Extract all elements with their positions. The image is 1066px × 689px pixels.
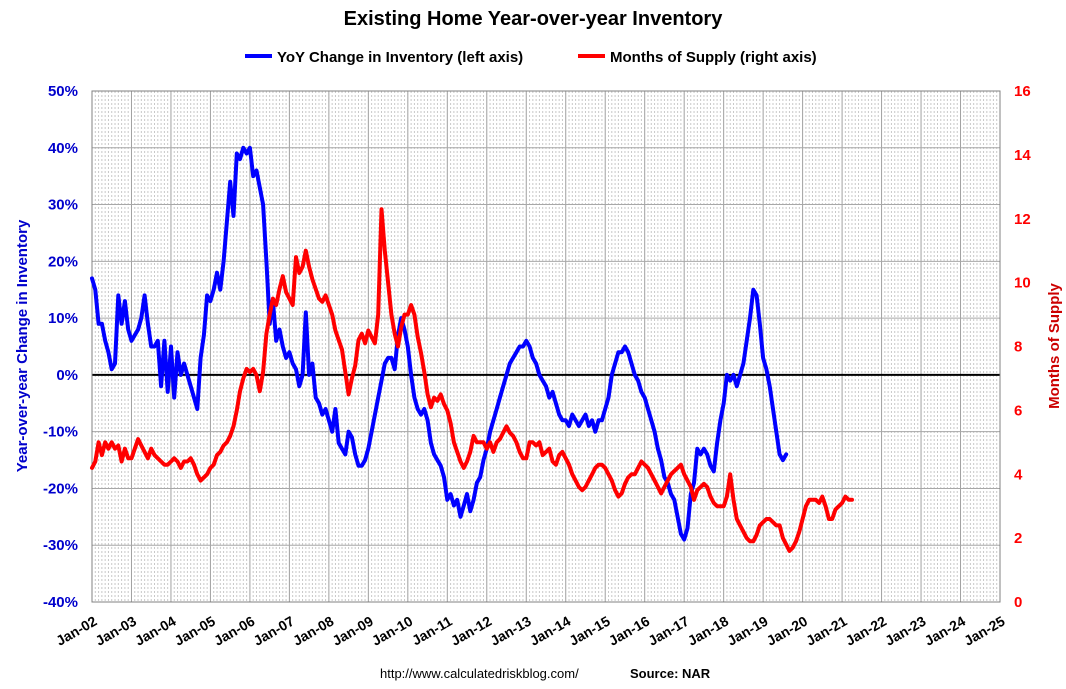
y-tick-right: 0: [1014, 594, 1022, 611]
y-tick-right: 14: [1014, 147, 1031, 164]
y-tick-right: 10: [1014, 275, 1031, 292]
x-tick-label: Jan-03: [93, 613, 140, 649]
x-tick-label: Jan-11: [409, 613, 455, 649]
plot-area-border: [91, 90, 1001, 603]
y-tick-left: -40%: [43, 594, 78, 611]
x-tick-label: Jan-12: [448, 613, 495, 649]
x-tick-label: Jan-21: [803, 613, 850, 649]
y-tick-right: 4: [1014, 466, 1023, 483]
months-of-supply-line: [90, 207, 854, 553]
chart-title: Existing Home Year-over-year Inventory: [344, 8, 724, 30]
y-tick-right: 8: [1014, 339, 1022, 356]
x-tick-label: Jan-23: [882, 613, 929, 649]
y-tick-right: 12: [1014, 211, 1031, 228]
y-tick-left: 50%: [48, 83, 78, 100]
x-tick-label: Jan-08: [290, 613, 337, 649]
y-tick-left: 30%: [48, 197, 78, 214]
x-tick-label: Jan-17: [645, 613, 692, 649]
x-tick-label: Jan-16: [606, 613, 653, 649]
x-tick-label: Jan-04: [132, 613, 179, 649]
y-tick-right: 16: [1014, 83, 1031, 100]
y-tick-left: -10%: [43, 424, 78, 441]
y-tick-left: 0%: [56, 367, 78, 384]
x-tick-label: Jan-06: [211, 613, 258, 649]
y-axis-title-right: Months of Supply: [1046, 282, 1063, 408]
legend-label-supply: Months of Supply (right axis): [610, 49, 817, 66]
x-tick-label: Jan-20: [764, 613, 811, 649]
x-tick-label: Jan-15: [566, 613, 613, 649]
x-tick-label: Jan-02: [53, 613, 100, 649]
y-tick-left: 40%: [48, 140, 78, 157]
y-tick-right: 6: [1014, 402, 1022, 419]
y-tick-left: -20%: [43, 480, 78, 497]
x-tick-label: Jan-22: [843, 613, 890, 649]
x-tick-label: Jan-25: [961, 613, 1008, 649]
x-tick-label: Jan-10: [369, 613, 416, 649]
x-tick-label: Jan-19: [724, 613, 771, 649]
footer-source: Source: NAR: [630, 666, 711, 681]
yoy-inventory-line: [90, 145, 789, 542]
y-tick-left: 20%: [48, 253, 78, 270]
footer-url: http://www.calculatedriskblog.com/: [380, 666, 579, 681]
x-tick-label: Jan-14: [527, 613, 574, 649]
x-tick-label: Jan-09: [329, 613, 376, 649]
x-tick-label: Jan-07: [250, 613, 297, 649]
y-tick-left: -30%: [43, 537, 78, 554]
x-tick-label: Jan-24: [922, 613, 969, 649]
y-tick-right: 2: [1014, 530, 1022, 547]
y-axis-title-left: Year-over-year Change in Inventory: [14, 219, 31, 472]
legend-label-yoy: YoY Change in Inventory (left axis): [277, 49, 523, 66]
x-tick-label: Jan-13: [487, 613, 534, 649]
x-tick-label: Jan-18: [685, 613, 732, 649]
x-tick-label: Jan-05: [172, 613, 219, 649]
y-tick-left: 10%: [48, 310, 78, 327]
